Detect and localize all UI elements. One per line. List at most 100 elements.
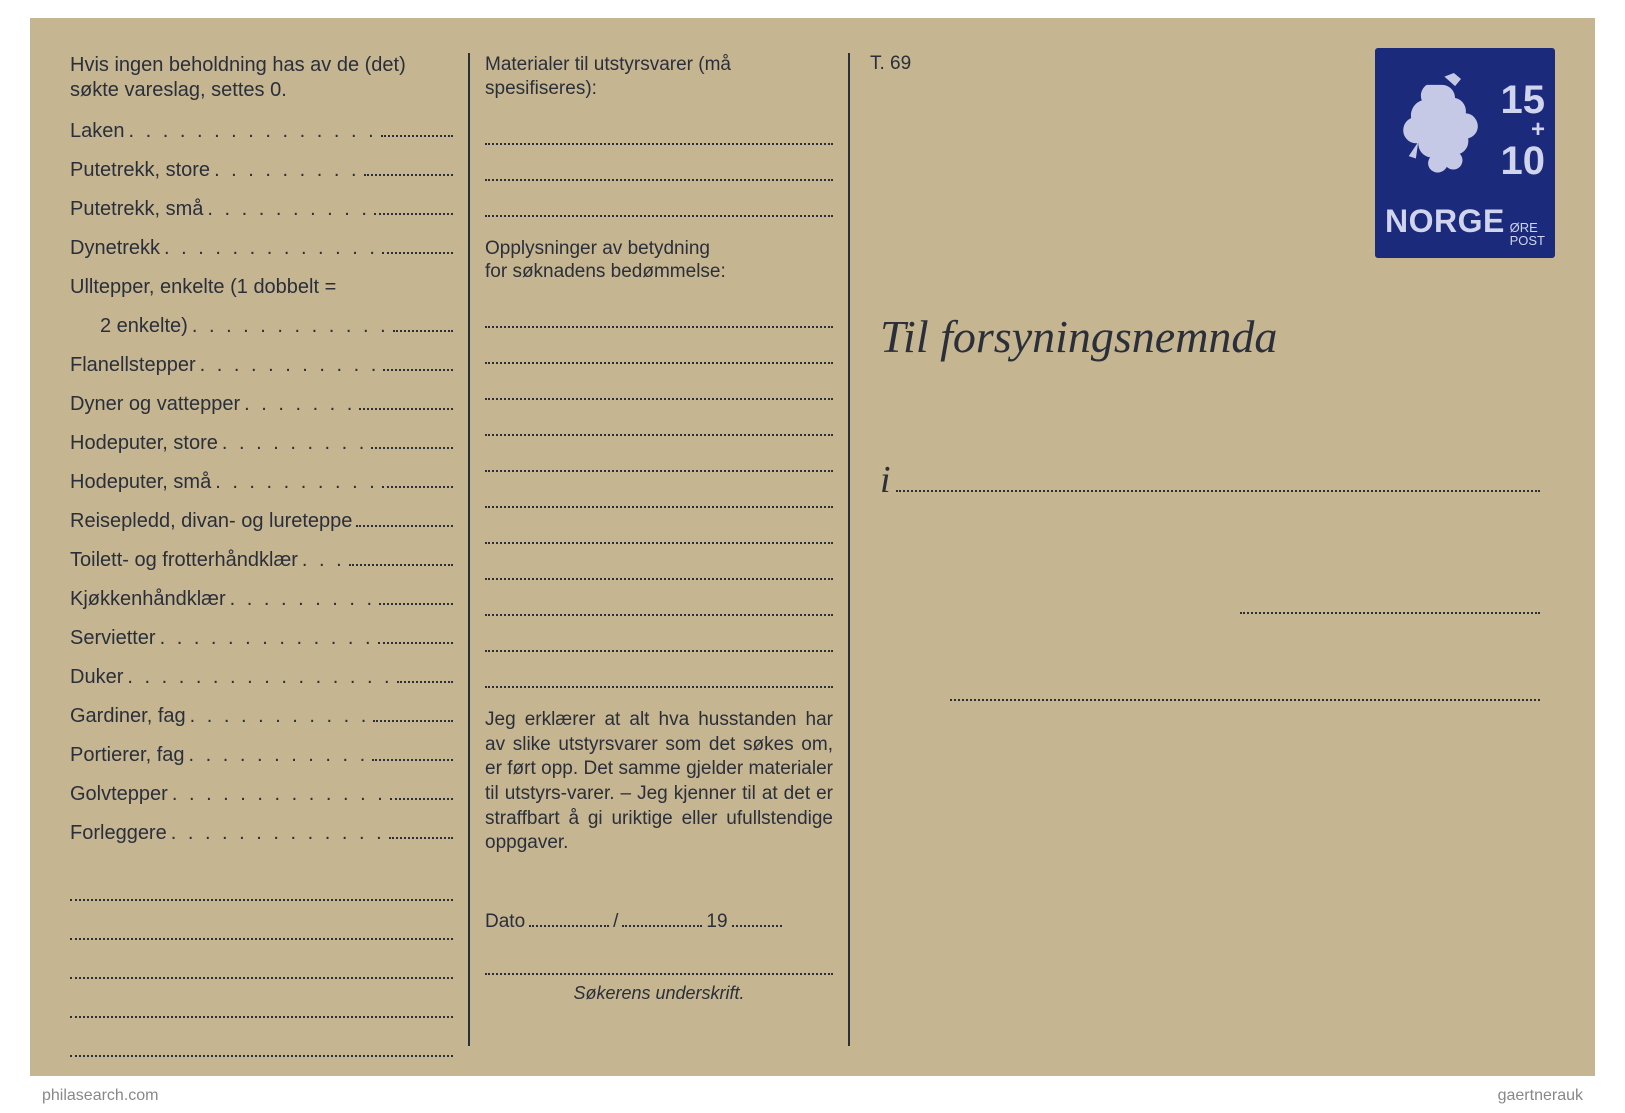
- item-fill: [374, 213, 453, 215]
- blank-line: [70, 979, 453, 1018]
- address-row: [880, 612, 1540, 614]
- stamp-body: 15 + 10: [1385, 58, 1545, 203]
- dotted-line: [485, 472, 833, 508]
- dotted-line: [485, 436, 833, 472]
- item-row: Laken. . . . . . . . . . . . . . .: [70, 121, 453, 160]
- item-fill: [382, 486, 453, 488]
- item-fill: [382, 252, 453, 254]
- item-fill: [383, 369, 453, 371]
- item-row: Golvtepper. . . . . . . . . . . . .: [70, 784, 453, 823]
- signature-line: [485, 973, 833, 975]
- watermark-left: philasearch.com: [42, 1087, 159, 1105]
- dotted-line: [485, 616, 833, 652]
- dotted-line: [485, 400, 833, 436]
- date-slash: /: [613, 911, 618, 933]
- stamp-country: NORGE: [1385, 203, 1505, 240]
- item-label: Servietter: [70, 628, 156, 648]
- item-dots: . . . . . . . . .: [214, 160, 359, 180]
- item-fill: [372, 759, 453, 761]
- item-dots: . . . . . . . . . . . . .: [160, 628, 374, 648]
- item-fill: [349, 564, 453, 566]
- item-label: Putetrekk, store: [70, 160, 210, 180]
- item-dots: . . . . . . . . . . . . .: [171, 823, 385, 843]
- middle-column: Materialer til utstyrsvarer (må spesifis…: [470, 53, 850, 1046]
- stamp-unit: ØRE POST: [1510, 221, 1545, 248]
- item-label: Laken: [70, 121, 125, 141]
- stamp-top-value: 15: [1501, 81, 1546, 119]
- item-dots: . . . . . . . . . . .: [190, 706, 370, 726]
- postage-stamp: 15 + 10 NORGE ØRE POST: [1375, 48, 1555, 258]
- info-lines: [485, 292, 833, 688]
- item-fill: [359, 408, 453, 410]
- item-dots: . . . . . . . . . . . . . . .: [129, 121, 377, 141]
- item-label: Reisepledd, divan- og lureteppe: [70, 511, 352, 531]
- item-dots: . . . . . . . . . . .: [189, 745, 369, 765]
- stamp-bottom-row: NORGE ØRE POST: [1385, 203, 1545, 248]
- item-label: 2 enkelte): [70, 316, 188, 336]
- item-row: Servietter. . . . . . . . . . . . .: [70, 628, 453, 667]
- item-dots: . . . . . . . . . . . . .: [172, 784, 386, 804]
- item-fill: [373, 720, 453, 722]
- item-fill: [390, 798, 453, 800]
- materials-header: Materialer til utstyrsvarer (må spesifis…: [485, 53, 833, 101]
- card-title: Til forsyningsnemnda: [880, 310, 1555, 363]
- materials-lines: [485, 109, 833, 217]
- item-fill: [371, 447, 453, 449]
- stamp-bottom-value: 10: [1501, 142, 1546, 180]
- item-fill: [378, 642, 453, 644]
- declaration-text: Jeg erklærer at alt hva husstanden har a…: [485, 708, 833, 856]
- item-fill: [389, 837, 453, 839]
- item-row: Putetrekk, store. . . . . . . . .: [70, 160, 453, 199]
- item-label: Putetrekk, små: [70, 199, 203, 219]
- item-label: Hodeputer, store: [70, 433, 218, 453]
- watermark-right: gaertnerauk: [1498, 1087, 1583, 1105]
- item-fill: [364, 174, 453, 176]
- blank-line: [70, 901, 453, 940]
- date-month-blank: [622, 925, 702, 927]
- item-dots: . . . . . . .: [244, 394, 355, 414]
- blank-line: [70, 862, 453, 901]
- dotted-line: [485, 292, 833, 328]
- dotted-line: [485, 364, 833, 400]
- item-dots: . . . . . . . . . . . . .: [164, 238, 378, 258]
- item-dots: . . .: [302, 550, 345, 570]
- item-label: Dynetrekk: [70, 238, 160, 258]
- dotted-line: [485, 145, 833, 181]
- item-dots: . . . . . . . . . . . . . . . .: [127, 667, 392, 687]
- item-row: 2 enkelte). . . . . . . . . . . .: [70, 316, 453, 355]
- item-label: Forleggere: [70, 823, 167, 843]
- item-row: Toilett- og frotterhåndklær. . .: [70, 550, 453, 589]
- item-row: Gardiner, fag. . . . . . . . . . .: [70, 706, 453, 745]
- item-label: Toilett- og frotterhåndklær: [70, 550, 298, 570]
- item-dots: . . . . . . . . . . . .: [192, 316, 389, 336]
- item-label: Ulltepper, enkelte (1 dobbelt =: [70, 277, 336, 297]
- left-intro: Hvis ingen beholdning has av de (det) sø…: [70, 53, 453, 103]
- address-short-blank: [1240, 612, 1540, 614]
- right-column: T. 69 15 + 10: [850, 53, 1555, 1046]
- date-row: Dato / 19: [485, 911, 833, 933]
- item-fill: [381, 135, 453, 137]
- left-blank-lines: [70, 862, 453, 1057]
- item-row: Dynetrekk. . . . . . . . . . . . .: [70, 238, 453, 277]
- dotted-line: [485, 109, 833, 145]
- item-dots: . . . . . . . . . .: [215, 472, 378, 492]
- stamp-values: 15 + 10: [1501, 81, 1546, 180]
- item-row: Ulltepper, enkelte (1 dobbelt =: [70, 277, 453, 316]
- item-row: Kjøkkenhåndklær. . . . . . . . .: [70, 589, 453, 628]
- item-label: Flanellstepper: [70, 355, 196, 375]
- dotted-line: [485, 508, 833, 544]
- item-row: Forleggere. . . . . . . . . . . . .: [70, 823, 453, 862]
- date-year: 19: [706, 911, 727, 933]
- location-row: i: [880, 458, 1540, 502]
- dotted-line: [485, 181, 833, 217]
- location-blank: [896, 490, 1540, 492]
- item-fill: [393, 330, 453, 332]
- item-fill: [397, 681, 453, 683]
- item-label: Hodeputer, små: [70, 472, 211, 492]
- item-fill: [356, 525, 453, 527]
- dotted-line: [485, 544, 833, 580]
- item-row: Reisepledd, divan- og lureteppe: [70, 511, 453, 550]
- item-row: Dyner og vattepper. . . . . . .: [70, 394, 453, 433]
- item-label: Dyner og vattepper: [70, 394, 240, 414]
- item-row: Putetrekk, små. . . . . . . . . .: [70, 199, 453, 238]
